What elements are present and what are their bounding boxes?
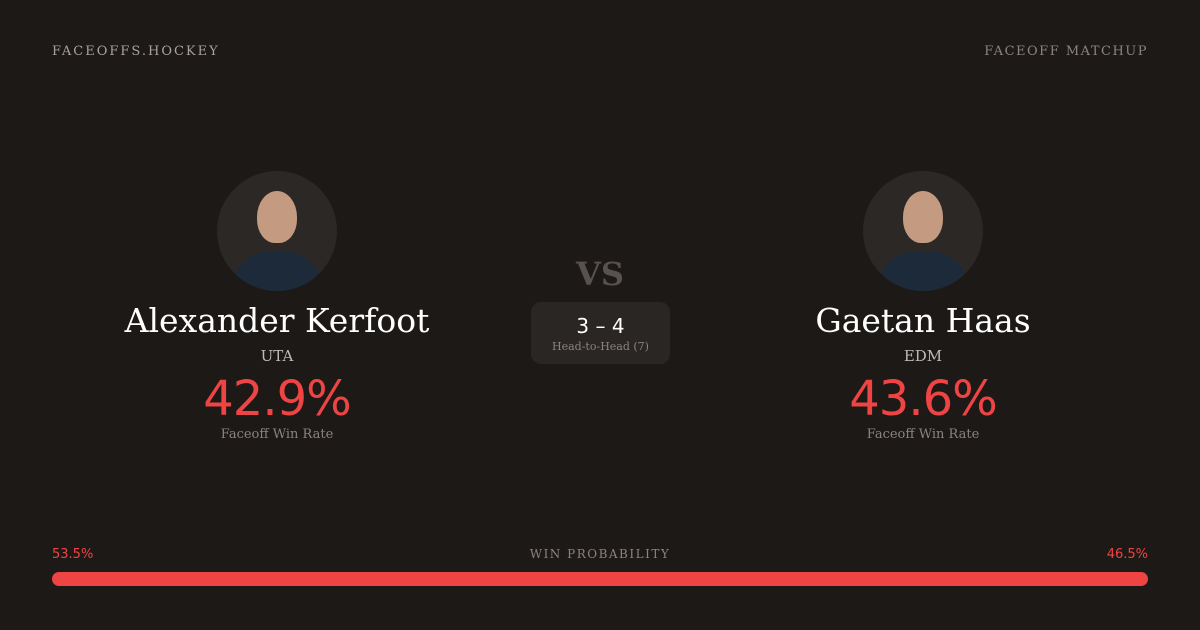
faceoff-win-rate: 42.9% bbox=[203, 371, 351, 427]
page-tag: FACEOFF MATCHUP bbox=[984, 44, 1148, 59]
win-prob-right: 46.5% bbox=[1106, 547, 1148, 562]
player-name: Alexander Kerfoot bbox=[124, 301, 430, 340]
head-to-head-card: 3 – 4 Head-to-Head (7) bbox=[531, 302, 670, 364]
player-name: Gaetan Haas bbox=[815, 301, 1031, 340]
win-rate-label: Faceoff Win Rate bbox=[220, 427, 334, 442]
h2h-label: Head-to-Head (7) bbox=[552, 340, 649, 353]
player-right: Gaetan Haas EDM 43.6% Faceoff Win Rate bbox=[723, 171, 1123, 442]
vs-label: VS bbox=[576, 255, 624, 293]
win-prob-label: WIN PROBABILITY bbox=[529, 547, 671, 561]
player-left: Alexander Kerfoot UTA 42.9% Faceoff Win … bbox=[77, 171, 477, 442]
site-brand: FACEOFFS.HOCKEY bbox=[52, 44, 220, 59]
win-prob-right-fill bbox=[638, 572, 1148, 586]
player-team: UTA bbox=[260, 347, 294, 365]
win-prob-left: 53.5% bbox=[52, 547, 94, 562]
player-photo bbox=[217, 171, 337, 291]
faceoff-win-rate: 43.6% bbox=[849, 371, 997, 427]
win-probability-bar bbox=[52, 572, 1148, 586]
player-photo bbox=[863, 171, 983, 291]
h2h-score: 3 – 4 bbox=[576, 314, 625, 338]
player-team: EDM bbox=[903, 347, 943, 365]
win-rate-label: Faceoff Win Rate bbox=[866, 427, 980, 442]
win-prob-left-fill bbox=[52, 572, 639, 586]
